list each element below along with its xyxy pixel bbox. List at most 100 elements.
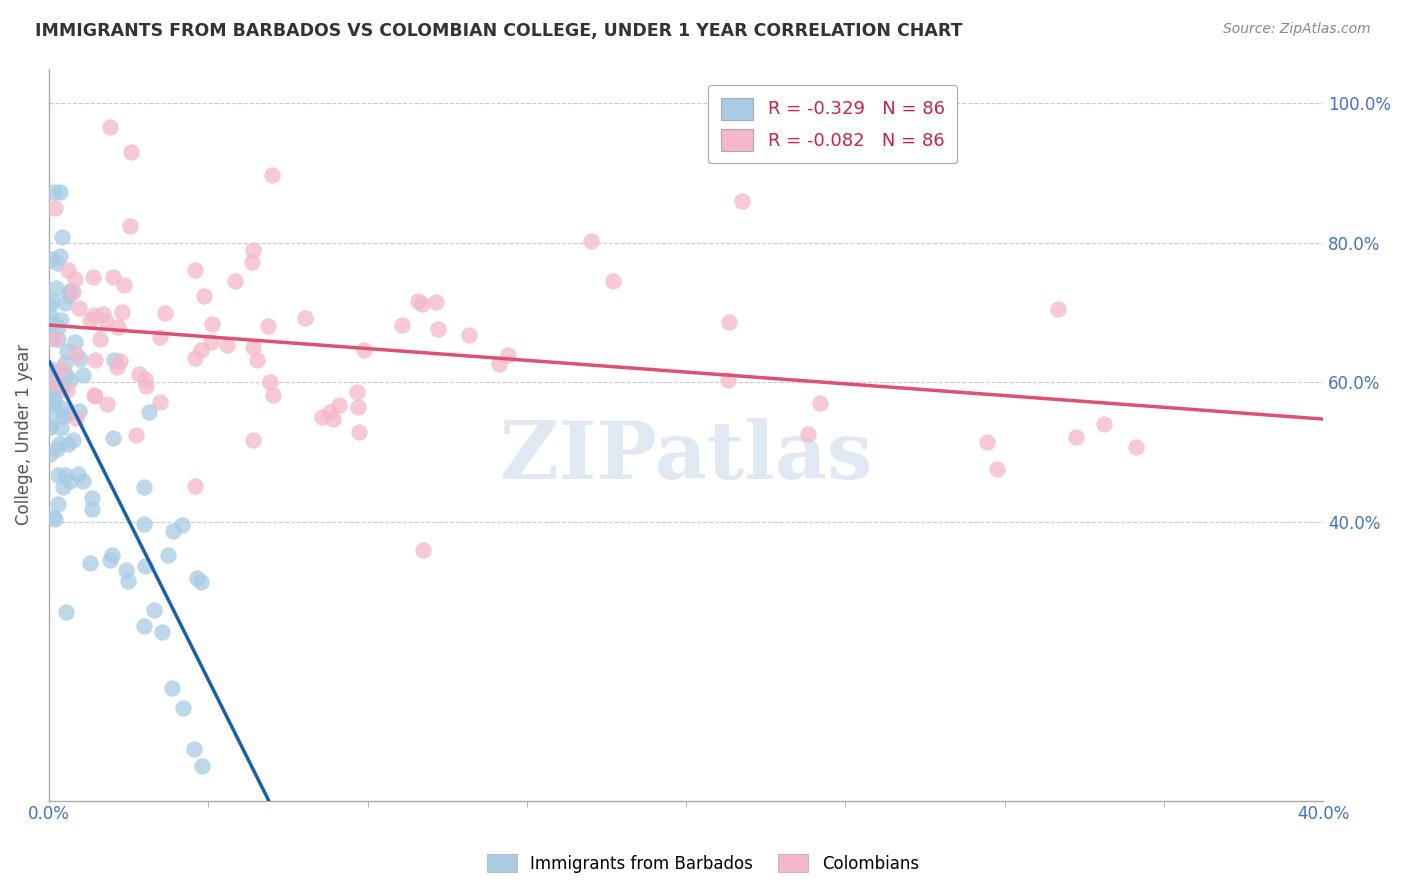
Point xyxy=(579,234,602,248)
Point xyxy=(1047,301,1070,316)
Point xyxy=(46,467,69,482)
Point xyxy=(217,337,239,351)
Point xyxy=(412,542,434,557)
Point xyxy=(135,379,157,393)
Point xyxy=(80,491,103,506)
Point xyxy=(105,359,128,374)
Point xyxy=(42,510,65,524)
Point xyxy=(83,389,105,403)
Point xyxy=(242,433,264,447)
Point xyxy=(39,389,62,403)
Point xyxy=(39,376,62,390)
Point xyxy=(65,410,87,425)
Point xyxy=(56,436,79,450)
Point xyxy=(56,383,79,397)
Point xyxy=(184,351,207,365)
Point xyxy=(48,437,70,451)
Point xyxy=(191,758,214,772)
Point xyxy=(103,353,125,368)
Point xyxy=(39,419,62,434)
Point xyxy=(808,396,831,410)
Point xyxy=(294,310,316,325)
Point xyxy=(162,524,184,538)
Point xyxy=(411,297,433,311)
Point xyxy=(58,474,80,488)
Point xyxy=(82,270,104,285)
Point xyxy=(186,571,208,585)
Point xyxy=(149,330,172,344)
Point xyxy=(69,352,91,367)
Point xyxy=(51,401,73,416)
Point xyxy=(51,230,73,244)
Point xyxy=(124,428,146,442)
Point xyxy=(53,295,76,310)
Point xyxy=(59,285,82,299)
Point xyxy=(39,419,62,434)
Point xyxy=(134,559,156,574)
Point xyxy=(48,332,70,346)
Point xyxy=(53,468,76,483)
Point xyxy=(190,343,212,358)
Point xyxy=(150,624,173,639)
Point xyxy=(242,243,264,257)
Point xyxy=(328,398,350,412)
Point xyxy=(46,377,69,392)
Point xyxy=(184,479,207,493)
Point xyxy=(101,549,124,563)
Point xyxy=(153,306,176,320)
Text: ZIPatlas: ZIPatlas xyxy=(501,417,872,496)
Point xyxy=(72,474,94,488)
Point xyxy=(246,353,269,368)
Point xyxy=(49,312,72,326)
Point xyxy=(42,390,65,404)
Point xyxy=(346,384,368,399)
Point xyxy=(49,383,72,397)
Point xyxy=(157,548,180,562)
Point xyxy=(41,293,63,307)
Point xyxy=(132,618,155,632)
Point xyxy=(134,480,156,494)
Point xyxy=(114,278,136,293)
Point xyxy=(406,293,429,308)
Point xyxy=(62,285,84,300)
Point xyxy=(107,319,129,334)
Point xyxy=(110,354,132,368)
Point xyxy=(67,403,90,417)
Point xyxy=(42,186,65,200)
Point xyxy=(496,347,519,361)
Point xyxy=(53,356,76,370)
Point xyxy=(44,332,66,346)
Point xyxy=(41,362,63,376)
Point xyxy=(72,368,94,383)
Point xyxy=(44,397,66,411)
Point xyxy=(190,574,212,589)
Point xyxy=(55,605,77,619)
Text: Source: ZipAtlas.com: Source: ZipAtlas.com xyxy=(1223,22,1371,37)
Point xyxy=(52,480,75,494)
Point xyxy=(45,281,67,295)
Point xyxy=(44,376,66,390)
Point xyxy=(117,574,139,589)
Point xyxy=(103,270,125,285)
Point xyxy=(224,274,246,288)
Point xyxy=(55,344,77,359)
Point xyxy=(39,316,62,330)
Point xyxy=(48,185,70,199)
Point xyxy=(58,288,80,302)
Point xyxy=(1125,440,1147,454)
Point xyxy=(425,294,447,309)
Point xyxy=(56,263,79,277)
Point xyxy=(262,388,284,402)
Point xyxy=(319,404,342,418)
Point xyxy=(39,376,62,390)
Point xyxy=(427,321,450,335)
Point xyxy=(132,516,155,531)
Point xyxy=(796,426,818,441)
Point xyxy=(259,376,281,390)
Point xyxy=(346,400,368,414)
Legend: Immigrants from Barbados, Colombians: Immigrants from Barbados, Colombians xyxy=(481,847,925,880)
Point xyxy=(65,272,87,286)
Point xyxy=(731,194,754,208)
Point xyxy=(59,285,82,299)
Point xyxy=(201,318,224,332)
